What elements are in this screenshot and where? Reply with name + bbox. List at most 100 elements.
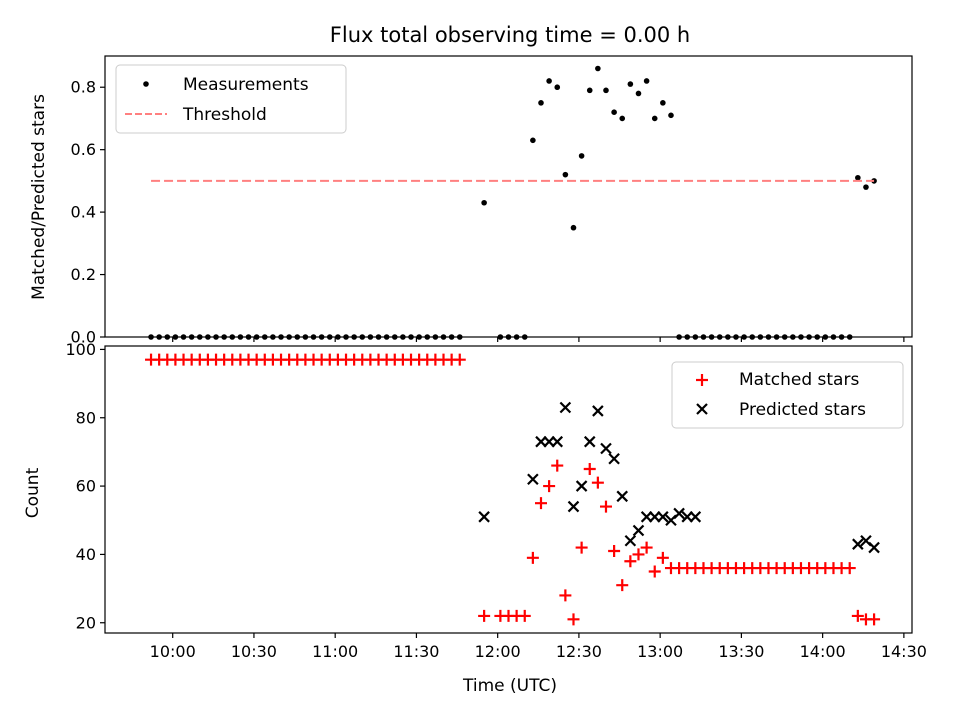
predicted-stars-point (624, 534, 637, 547)
measurements-point (627, 81, 634, 87)
predicted-stars-point (600, 442, 612, 455)
predicted-stars-point (575, 480, 588, 492)
bottom-x-tick-label: 13:30 (718, 642, 764, 661)
measurements-point (538, 100, 544, 106)
measurements-point (611, 109, 617, 115)
legend-threshold-label: Threshold (182, 105, 267, 125)
bottom-x-tick-label: 14:30 (881, 642, 927, 661)
bottom-legend-box (671, 361, 904, 429)
top-plot-area: 0.0 0.2 0.4 0.6 0.8 (71, 55, 913, 347)
measurements-point (595, 65, 601, 72)
legend-predicted-stars-marker (696, 403, 708, 415)
bottom-x-tick-label: 10:00 (150, 642, 196, 661)
predicted-stars-point (527, 473, 539, 486)
matched-stars-point (478, 609, 491, 622)
matched-stars-point (632, 548, 645, 561)
top-y-tick-label: 0.6 (71, 140, 96, 159)
matched-stars-point (656, 551, 669, 564)
measurements-point (651, 115, 658, 122)
legend-predicted-stars-label: Predicted stars (739, 400, 866, 420)
predicted-stars-point (592, 405, 604, 417)
predicted-stars-point (478, 511, 490, 523)
matched-stars-point (868, 613, 881, 626)
predicted-stars-point (616, 490, 629, 503)
top-chart-title: Flux total observing time = 0.00 h (330, 23, 690, 47)
matched-stars-point (453, 353, 466, 366)
top-y-tick-label: 0.0 (71, 328, 96, 347)
predicted-stars-point (567, 500, 580, 513)
matched-stars-point (543, 480, 556, 493)
measurements-point (554, 84, 561, 91)
matched-stars-point (616, 579, 629, 592)
bottom-x-tick-label: 10:30 (231, 642, 277, 661)
legend-matched-stars-marker (696, 374, 708, 386)
bottom-x-tick-label: 12:30 (556, 642, 602, 661)
top-legend: Measurements Threshold (115, 64, 347, 134)
top-y-axis-label: Matched/Predicted stars (29, 94, 49, 300)
matched-stars-point (599, 500, 612, 513)
measurements-point (603, 87, 609, 94)
bottom-x-axis-label: Time (UTC) (462, 676, 557, 696)
matched-stars-point (551, 459, 564, 472)
bottom-y-tick-label: 80 (76, 408, 96, 427)
predicted-stars-point (868, 541, 880, 554)
bottom-legend: Matched stars Predicted stars (671, 361, 904, 429)
legend-matched-stars-label: Matched stars (739, 370, 859, 390)
bottom-y-tick-label: 60 (76, 477, 96, 496)
measurements-point (855, 174, 861, 181)
measurements-point (562, 171, 569, 178)
matched-stars-point (526, 551, 539, 564)
top-y-tick-label: 0.4 (71, 203, 96, 222)
measurements-point (660, 100, 666, 106)
matched-stars-point (624, 555, 637, 568)
predicted-stars-point (673, 507, 685, 520)
predicted-stars-point (551, 435, 564, 448)
matched-stars-point (583, 463, 596, 475)
bottom-plot-area: 20 40 60 80 100 10:00 10:30 11:00 11:30 12:00 12:3… (65, 340, 926, 661)
top-y-tick-label: 0.2 (71, 265, 96, 284)
top-y-tick-label: 0.8 (71, 78, 96, 97)
measurements-point (635, 90, 642, 97)
matched-stars-point (608, 545, 621, 557)
predicted-stars-point (657, 511, 669, 523)
matched-stars-point (648, 565, 661, 578)
matched-stars-point (559, 589, 572, 602)
matched-stars-point (575, 541, 588, 554)
bottom-x-tick-label: 11:00 (312, 642, 358, 661)
matched-stars-point (640, 541, 653, 554)
measurements-point (570, 224, 577, 231)
measurements-point (643, 78, 650, 84)
measurements-point (481, 199, 487, 206)
bottom-y-tick-label: 20 (76, 613, 96, 632)
predicted-stars-point (632, 524, 645, 537)
bottom-x-tick-label: 11:30 (393, 642, 439, 661)
bottom-y-tick-label: 100 (65, 340, 96, 359)
predicted-stars-point (583, 435, 596, 448)
matched-stars-point (518, 609, 531, 622)
top-legend-box (115, 64, 347, 134)
matched-stars-point (851, 609, 864, 622)
measurements-point (530, 137, 536, 144)
measurements-point (668, 112, 674, 119)
measurements-point (586, 87, 593, 94)
matched-stars-point (843, 562, 856, 575)
legend-measurements-marker (143, 81, 149, 87)
measurements-point (546, 78, 552, 84)
predicted-stars-point (689, 511, 702, 523)
bottom-y-tick-label: 40 (76, 545, 96, 564)
bottom-x-tick-label: 14:00 (800, 642, 846, 661)
bottom-axes-frame (104, 345, 913, 634)
measurements-point (619, 115, 626, 122)
matched-stars-point (591, 476, 604, 489)
predicted-stars-point (608, 452, 620, 465)
measurements-point (863, 184, 869, 190)
matched-stars-point (534, 497, 547, 510)
bottom-x-tick-label: 13:00 (637, 642, 683, 661)
predicted-stars-point (852, 538, 864, 550)
matched-stars-point (567, 613, 580, 626)
measurements-point (578, 153, 585, 159)
bottom-x-tick-label: 12:00 (475, 642, 521, 661)
legend-measurements-label: Measurements (183, 75, 309, 95)
top-axes-frame (104, 55, 913, 338)
